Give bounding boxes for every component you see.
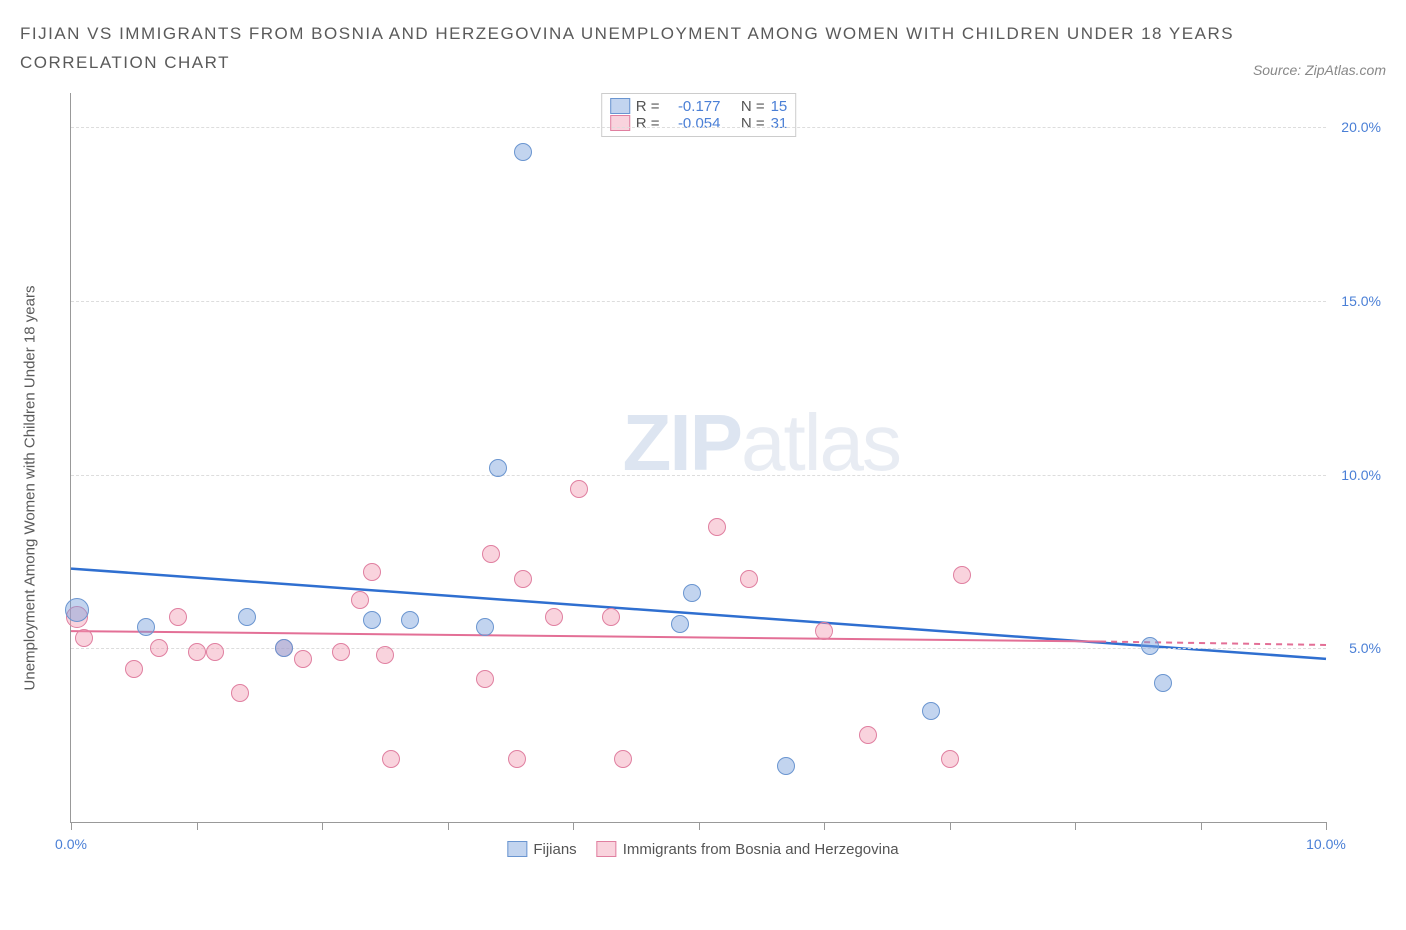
data-point [125,660,143,678]
x-tick-label: 10.0% [1306,836,1346,852]
data-point [514,570,532,588]
r-value: -0.054 [665,115,720,132]
data-point [815,622,833,640]
x-tick [824,822,825,830]
stats-row: R = -0.054 N = 31 [610,115,788,132]
x-tick [699,822,700,830]
x-tick [1326,822,1327,830]
data-point [65,598,89,622]
data-point [922,702,940,720]
x-tick [950,822,951,830]
data-point [363,563,381,581]
x-tick [448,822,449,830]
correlation-chart: Unemployment Among Women with Children U… [20,93,1386,883]
data-point [570,480,588,498]
data-point [1141,637,1159,655]
data-point [238,608,256,626]
data-point [489,459,507,477]
data-point [671,615,689,633]
data-point [376,646,394,664]
x-tick [1201,822,1202,830]
x-tick [573,822,574,830]
chart-title: FIJIAN VS IMMIGRANTS FROM BOSNIA AND HER… [20,20,1234,78]
data-point [614,750,632,768]
r-label: R = [636,115,660,132]
data-point [859,726,877,744]
data-point [275,639,293,657]
data-point [382,750,400,768]
y-tick-label: 5.0% [1349,640,1381,656]
data-point [206,643,224,661]
legend-label: Immigrants from Bosnia and Herzegovina [623,841,899,858]
data-point [231,684,249,702]
data-point [476,618,494,636]
source-attribution: Source: ZipAtlas.com [1253,62,1386,78]
gridline [71,475,1326,476]
gridline [71,648,1326,649]
gridline [71,127,1326,128]
data-point [683,584,701,602]
trend-line [71,568,1326,658]
source-prefix: Source: [1253,62,1305,78]
data-point [294,650,312,668]
data-point [476,670,494,688]
data-point [137,618,155,636]
data-point [332,643,350,661]
x-tick [322,822,323,830]
data-point [508,750,526,768]
data-point [351,591,369,609]
title-line-2: CORRELATION CHART [20,53,230,72]
series-legend: Fijians Immigrants from Bosnia and Herzeg… [507,841,898,858]
source-link[interactable]: ZipAtlas.com [1305,62,1386,78]
legend-swatch [507,841,527,857]
title-line-1: FIJIAN VS IMMIGRANTS FROM BOSNIA AND HER… [20,24,1234,43]
n-value: 15 [771,98,788,115]
data-point [75,629,93,647]
stats-legend-box: R = -0.177 N = 15 R = -0.054 N = 31 [601,93,797,137]
n-value: 31 [771,115,788,132]
n-label: N = [741,115,765,132]
x-tick-label: 0.0% [55,836,87,852]
r-value: -0.177 [665,98,720,115]
x-tick [197,822,198,830]
stats-row: R = -0.177 N = 15 [610,98,788,115]
data-point [941,750,959,768]
data-point [482,545,500,563]
data-point [777,757,795,775]
data-point [169,608,187,626]
data-point [708,518,726,536]
data-point [401,611,419,629]
legend-item: Immigrants from Bosnia and Herzegovina [597,841,899,858]
data-point [953,566,971,584]
data-point [545,608,563,626]
legend-swatch [610,115,630,131]
data-point [363,611,381,629]
gridline [71,301,1326,302]
legend-item: Fijians [507,841,576,858]
plot-area: ZIPatlas R =-0.177 N = 15R =-0.054 N = 3… [70,93,1326,823]
y-tick-label: 20.0% [1341,119,1381,135]
legend-label: Fijians [533,841,576,858]
data-point [740,570,758,588]
legend-swatch [610,98,630,114]
data-point [188,643,206,661]
data-point [602,608,620,626]
y-tick-label: 10.0% [1341,467,1381,483]
trend-lines-layer [71,93,1326,822]
legend-swatch [597,841,617,857]
data-point [514,143,532,161]
r-label: R = [636,98,660,115]
data-point [150,639,168,657]
y-tick-label: 15.0% [1341,293,1381,309]
data-point [1154,674,1172,692]
x-tick [1075,822,1076,830]
n-label: N = [741,98,765,115]
y-axis-label: Unemployment Among Women with Children U… [22,285,39,690]
x-tick [71,822,72,830]
